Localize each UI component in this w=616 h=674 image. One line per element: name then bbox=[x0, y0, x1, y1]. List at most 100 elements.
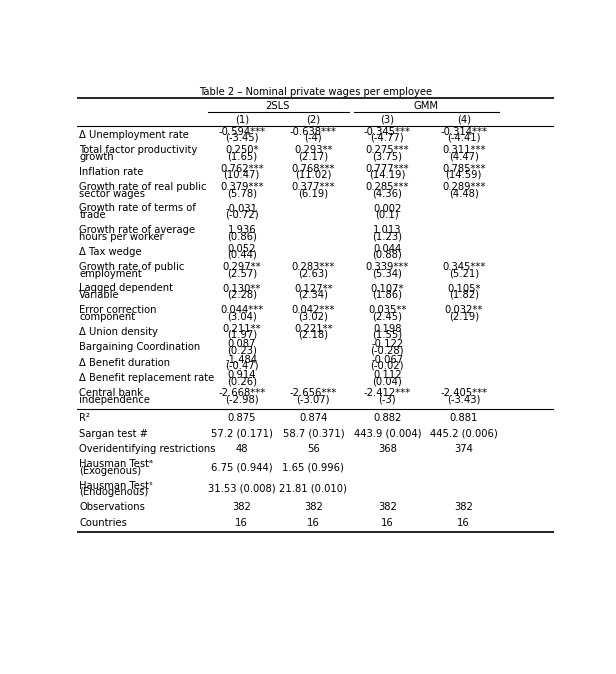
Text: 31.53 (0.008): 31.53 (0.008) bbox=[208, 484, 275, 494]
Text: Δ Benefit duration: Δ Benefit duration bbox=[79, 358, 171, 368]
Text: 16: 16 bbox=[307, 518, 320, 528]
Text: (-4): (-4) bbox=[304, 133, 322, 143]
Text: (1.23): (1.23) bbox=[372, 231, 402, 241]
Text: 0.882: 0.882 bbox=[373, 413, 402, 423]
Text: (2.19): (2.19) bbox=[448, 311, 479, 321]
Text: 2SLS: 2SLS bbox=[265, 101, 290, 111]
Text: (3.04): (3.04) bbox=[227, 311, 257, 321]
Text: (2.63): (2.63) bbox=[298, 268, 328, 278]
Text: 0.777***: 0.777*** bbox=[365, 164, 409, 174]
Text: 0.221**: 0.221** bbox=[294, 324, 333, 334]
Text: 0.032**: 0.032** bbox=[445, 305, 483, 315]
Text: (-0.28): (-0.28) bbox=[371, 345, 404, 355]
Text: hours per worker: hours per worker bbox=[79, 232, 164, 242]
Text: (4.47): (4.47) bbox=[449, 152, 479, 161]
Text: Variable: Variable bbox=[79, 290, 120, 301]
Text: (0.86): (0.86) bbox=[227, 231, 257, 241]
Text: employment: employment bbox=[79, 269, 142, 279]
Text: Δ Unemployment rate: Δ Unemployment rate bbox=[79, 130, 189, 140]
Text: Error correction: Error correction bbox=[79, 305, 157, 315]
Text: independence: independence bbox=[79, 395, 150, 405]
Text: 0.198: 0.198 bbox=[373, 324, 402, 334]
Text: 0.035**: 0.035** bbox=[368, 305, 407, 315]
Text: (2): (2) bbox=[306, 115, 320, 125]
Text: 0.211**: 0.211** bbox=[222, 324, 261, 334]
Text: 0.875: 0.875 bbox=[227, 413, 256, 423]
Text: (3.02): (3.02) bbox=[298, 311, 328, 321]
Text: 0.289***: 0.289*** bbox=[442, 182, 485, 192]
Text: 1.936: 1.936 bbox=[227, 225, 256, 235]
Text: (-4.77): (-4.77) bbox=[370, 133, 404, 143]
Text: Hausman Testᵃ: Hausman Testᵃ bbox=[79, 459, 153, 469]
Text: 0.044***: 0.044*** bbox=[220, 305, 263, 315]
Text: (1.86): (1.86) bbox=[372, 290, 402, 300]
Text: 445.2 (0.006): 445.2 (0.006) bbox=[430, 429, 498, 439]
Text: (-3): (-3) bbox=[378, 395, 396, 404]
Text: 1.65 (0.996): 1.65 (0.996) bbox=[282, 462, 344, 472]
Text: 56: 56 bbox=[307, 444, 320, 454]
Text: Table 2 – Nominal private wages per employee: Table 2 – Nominal private wages per empl… bbox=[199, 87, 432, 96]
Text: (1.55): (1.55) bbox=[372, 330, 402, 340]
Text: (11.02): (11.02) bbox=[295, 170, 331, 180]
Text: (1.65): (1.65) bbox=[227, 152, 257, 161]
Text: Overidentifying restrictions: Overidentifying restrictions bbox=[79, 444, 216, 454]
Text: 0.914: 0.914 bbox=[227, 370, 256, 380]
Text: 0.345***: 0.345*** bbox=[442, 262, 485, 272]
Text: 0.044: 0.044 bbox=[373, 244, 402, 253]
Text: 0.107*: 0.107* bbox=[371, 284, 404, 294]
Text: GMM: GMM bbox=[413, 101, 438, 111]
Text: -0.314***: -0.314*** bbox=[440, 127, 487, 137]
Text: 0.112: 0.112 bbox=[373, 370, 402, 380]
Text: 0.762***: 0.762*** bbox=[220, 164, 264, 174]
Text: (5.21): (5.21) bbox=[448, 268, 479, 278]
Text: 0.293**: 0.293** bbox=[294, 145, 333, 155]
Text: (1.82): (1.82) bbox=[448, 290, 479, 300]
Text: (-3.07): (-3.07) bbox=[296, 395, 330, 404]
Text: (0.88): (0.88) bbox=[373, 250, 402, 260]
Text: (4.48): (4.48) bbox=[449, 188, 479, 198]
Text: (0.26): (0.26) bbox=[227, 376, 257, 386]
Text: 368: 368 bbox=[378, 444, 397, 454]
Text: 0.377***: 0.377*** bbox=[291, 182, 335, 192]
Text: (0.04): (0.04) bbox=[373, 376, 402, 386]
Text: sector wages: sector wages bbox=[79, 189, 145, 199]
Text: (14.59): (14.59) bbox=[445, 170, 482, 180]
Text: Growth rate of public: Growth rate of public bbox=[79, 262, 185, 272]
Text: 0.042***: 0.042*** bbox=[291, 305, 335, 315]
Text: 57.2 (0.171): 57.2 (0.171) bbox=[211, 429, 273, 439]
Text: component: component bbox=[79, 312, 136, 322]
Text: 382: 382 bbox=[304, 502, 323, 512]
Text: (2.28): (2.28) bbox=[227, 290, 257, 300]
Text: 6.75 (0.944): 6.75 (0.944) bbox=[211, 462, 272, 472]
Text: (6.19): (6.19) bbox=[298, 188, 328, 198]
Text: -0.122: -0.122 bbox=[371, 339, 403, 349]
Text: (3): (3) bbox=[380, 115, 394, 125]
Text: 0.002: 0.002 bbox=[373, 204, 402, 214]
Text: Δ Benefit replacement rate: Δ Benefit replacement rate bbox=[79, 373, 214, 383]
Text: (5.78): (5.78) bbox=[227, 188, 257, 198]
Text: Growth rate of real public: Growth rate of real public bbox=[79, 182, 207, 192]
Text: Observations: Observations bbox=[79, 502, 145, 512]
Text: (4.36): (4.36) bbox=[373, 188, 402, 198]
Text: (2.57): (2.57) bbox=[227, 268, 257, 278]
Text: 0.105*: 0.105* bbox=[447, 284, 480, 294]
Text: Δ Tax wedge: Δ Tax wedge bbox=[79, 247, 142, 257]
Text: (2.45): (2.45) bbox=[372, 311, 402, 321]
Text: 0.275***: 0.275*** bbox=[365, 145, 409, 155]
Text: 0.127**: 0.127** bbox=[294, 284, 333, 294]
Text: 374: 374 bbox=[454, 444, 473, 454]
Text: 21.81 (0.010): 21.81 (0.010) bbox=[280, 484, 347, 494]
Text: 0.881: 0.881 bbox=[450, 413, 478, 423]
Text: Central bank: Central bank bbox=[79, 388, 144, 398]
Text: -0.345***: -0.345*** bbox=[364, 127, 411, 137]
Text: -2.412***: -2.412*** bbox=[363, 388, 411, 398]
Text: Total factor productivity: Total factor productivity bbox=[79, 145, 198, 155]
Text: 382: 382 bbox=[232, 502, 251, 512]
Text: (1.97): (1.97) bbox=[227, 330, 257, 340]
Text: 16: 16 bbox=[235, 518, 248, 528]
Text: 0.087: 0.087 bbox=[227, 339, 256, 349]
Text: (0.44): (0.44) bbox=[227, 250, 257, 260]
Text: R²: R² bbox=[79, 413, 91, 423]
Text: 58.7 (0.371): 58.7 (0.371) bbox=[283, 429, 344, 439]
Text: Growth rate of average: Growth rate of average bbox=[79, 225, 195, 235]
